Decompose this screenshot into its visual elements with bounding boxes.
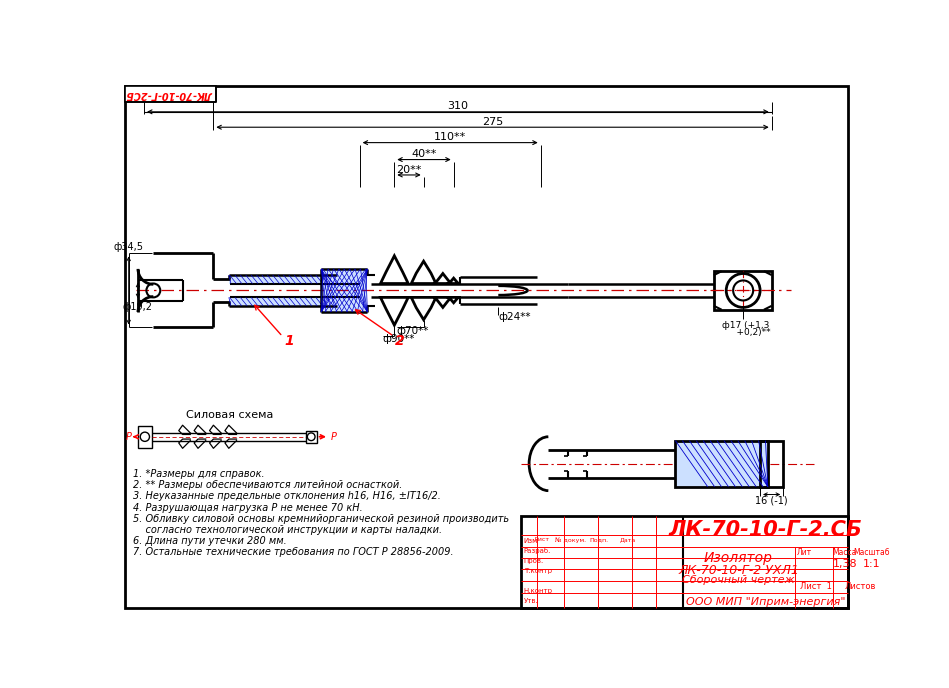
Text: Пров.: Пров. [524,558,544,563]
Polygon shape [229,297,337,306]
Polygon shape [447,297,460,303]
Text: Утв.: Утв. [524,598,538,604]
Text: 5. Обливку силовой основы кремнийорганической резиной производить: 5. Обливку силовой основы кремнийорганич… [133,514,509,524]
Text: P: P [330,432,337,442]
Text: 16 (-1): 16 (-1) [755,495,788,506]
Text: ООО МИП "Иприм-энергия": ООО МИП "Иприм-энергия" [686,597,846,608]
Text: ф19,2: ф19,2 [123,303,153,312]
Text: 6. Длина пути утечки 280 мм.: 6. Длина пути утечки 280 мм. [133,536,287,546]
Polygon shape [381,256,408,283]
Polygon shape [411,261,436,283]
Text: Лист  1: Лист 1 [800,583,831,592]
Text: Т.контр: Т.контр [524,568,551,574]
Text: согласно технологической инструкции и карты наладки.: согласно технологической инструкции и ка… [133,525,441,535]
Bar [138,426,152,447]
Polygon shape [321,269,367,312]
Text: P: P [126,432,132,442]
Text: № докум.: № докум. [555,537,586,543]
Text: 3. Неуказанные предельные отклонения h16, Н16, ±IT16/2.: 3. Неуказанные предельные отклонения h16… [133,491,440,502]
Text: 2: 2 [395,334,404,348]
Text: 40**: 40** [411,149,437,159]
Text: 1:1: 1:1 [863,559,881,569]
Text: ф17 (+1,3: ф17 (+1,3 [721,321,769,330]
Polygon shape [447,278,460,283]
Text: 275: 275 [482,117,503,127]
Text: Лит: Лит [797,548,812,557]
Text: 1. *Размеры для справок.: 1. *Размеры для справок. [133,469,264,479]
Bar [125,87,215,102]
Text: 110**: 110** [434,132,466,142]
Text: Лист: Лист [534,537,550,542]
Text: Изолятор: Изолятор [704,551,773,566]
Text: Подп.: Подп. [589,537,608,542]
Text: 1,38: 1,38 [832,559,857,569]
Polygon shape [229,275,337,283]
Text: ф90**: ф90** [382,334,415,344]
Text: Изм: Изм [524,538,538,544]
Text: Листов: Листов [845,583,876,592]
Text: ф34,5: ф34,5 [114,242,143,252]
Polygon shape [381,297,408,325]
Bar [714,271,772,310]
Polygon shape [411,297,436,320]
Text: Разраб.: Разраб. [524,548,551,554]
Text: 7. Остальные технические требования по ГОСТ Р 28856-2009.: 7. Остальные технические требования по Г… [133,547,454,557]
Text: Масштаб: Масштаб [853,548,890,557]
Text: ф70**: ф70** [397,325,429,336]
Text: 1: 1 [284,334,293,348]
Text: Сборочный чертеж: Сборочный чертеж [682,575,795,585]
Text: Масса: Масса [832,548,857,557]
Polygon shape [434,297,452,308]
Bar [760,440,783,487]
Text: Н.контр: Н.контр [524,588,552,594]
Text: ЛК-70-10-Г-2.СБ: ЛК-70-10-Г-2.СБ [668,520,863,540]
Text: 310: 310 [447,101,469,111]
Text: Силовая схема: Силовая схема [186,410,274,420]
Text: ф24**: ф24** [498,312,530,322]
Text: 4. Разрушающая нагрузка Р не менее 70 кН.: 4. Разрушающая нагрузка Р не менее 70 кН… [133,503,363,513]
Bar [306,431,317,443]
Text: +0,2)**: +0,2)** [725,328,772,337]
Bar [521,516,847,608]
Bar [676,440,768,487]
Polygon shape [434,274,452,283]
Text: ЛК-70-10-Г-2 УХЛ1: ЛК-70-10-Г-2 УХЛ1 [679,563,799,577]
Text: ЛК-70-10-Г-2СБ: ЛК-70-10-Г-2СБ [127,89,214,99]
Text: 2. ** Размеры обеспечиваются литейной оснасткой.: 2. ** Размеры обеспечиваются литейной ос… [133,480,402,491]
Text: 20**: 20** [397,164,421,175]
Text: Дата: Дата [620,537,636,542]
